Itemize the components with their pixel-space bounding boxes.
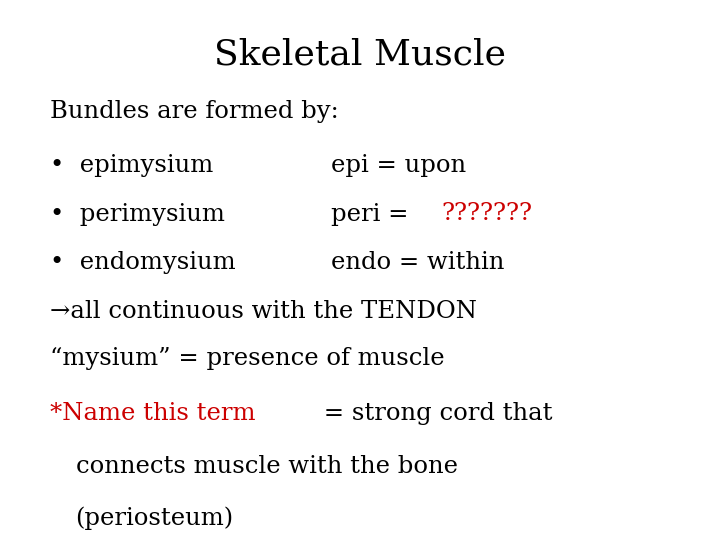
Text: endo = within: endo = within (331, 251, 505, 274)
Text: connects muscle with the bone: connects muscle with the bone (76, 455, 458, 478)
Text: (periosteum): (periosteum) (76, 507, 234, 530)
Text: *Name this term: *Name this term (50, 402, 256, 426)
Text: = strong cord that: = strong cord that (315, 402, 552, 426)
Text: Bundles are formed by:: Bundles are formed by: (50, 100, 339, 123)
Text: epi = upon: epi = upon (331, 154, 467, 177)
Text: •  perimysium: • perimysium (50, 202, 225, 226)
Text: →all continuous with the TENDON: →all continuous with the TENDON (50, 300, 477, 323)
Text: •  epimysium: • epimysium (50, 154, 214, 177)
Text: peri =: peri = (331, 202, 416, 226)
Text: “mysium” = presence of muscle: “mysium” = presence of muscle (50, 347, 445, 370)
Text: ???????: ??????? (441, 202, 532, 226)
Text: •  endomysium: • endomysium (50, 251, 236, 274)
Text: Skeletal Muscle: Skeletal Muscle (214, 38, 506, 72)
